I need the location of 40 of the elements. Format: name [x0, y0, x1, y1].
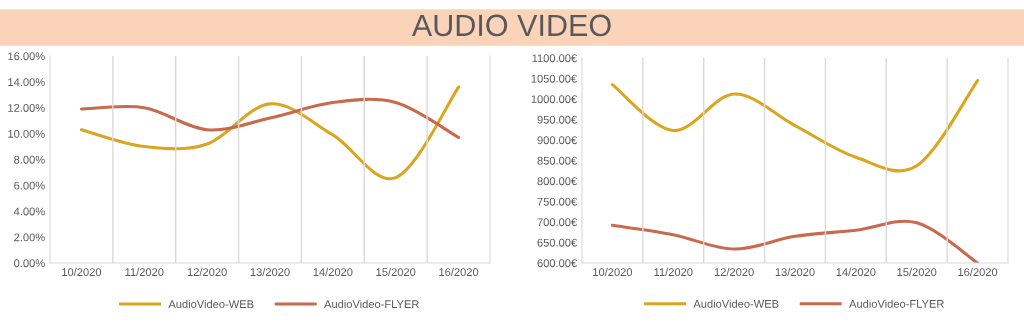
x-tick-label: 10/2020	[62, 267, 102, 277]
x-tick-label: 15/2020	[376, 267, 416, 277]
y-tick-label: 900.00€	[537, 136, 577, 145]
y-tick-label: 6.00%	[14, 181, 45, 190]
y-tick-label: 14.00%	[8, 78, 45, 87]
x-tick-label: 11/2020	[125, 267, 164, 277]
y-tick-label: 1000.00€	[531, 95, 577, 104]
x-tick-label: 15/2020	[897, 267, 937, 277]
x-tick-label: 12/2020	[714, 267, 754, 277]
x-tick-label: 13/2020	[250, 267, 290, 277]
y-tick-label: 950.00€	[537, 115, 577, 124]
x-tick-label: 14/2020	[836, 267, 876, 277]
chart-title: AUDIO VIDEO	[411, 14, 611, 37]
x-tick-label: 11/2020	[654, 267, 693, 277]
y-tick-label: 12.00%	[8, 104, 45, 112]
y-tick-label: 0.00%	[14, 259, 45, 268]
y-tick-label: 850.00€	[537, 156, 577, 165]
y-tick-label: 8.00%	[14, 155, 45, 164]
y-tick-label: 650.00€	[537, 238, 577, 247]
y-tick-label: 1050.00€	[531, 74, 577, 83]
x-tick-label: 16/2020	[958, 267, 998, 277]
x-tick-label: 12/2020	[187, 267, 227, 277]
line-series	[79, 85, 461, 181]
legend-label: AudioVideo-FLYER	[849, 299, 944, 308]
x-tick-label: 13/2020	[775, 267, 815, 277]
legend-label: AudioVideo-FLYER	[324, 299, 419, 309]
x-tick-label: 10/2020	[593, 267, 633, 277]
y-tick-label: 1100.00€	[532, 54, 577, 63]
legend-label: AudioVideo-WEB	[168, 299, 254, 309]
y-tick-label: 750.00€	[537, 197, 577, 206]
y-tick-label: 800.00€	[537, 177, 577, 186]
x-tick-label: 14/2020	[313, 267, 353, 277]
y-tick-label: 2.00%	[14, 233, 45, 242]
y-tick-label: 16.00%	[8, 52, 45, 61]
y-tick-label: 600.00€	[537, 259, 577, 268]
y-tick-label: 700.00€	[537, 218, 577, 227]
x-tick-label: 16/2020	[439, 267, 479, 277]
legend-label: AudioVideo-WEB	[693, 299, 779, 308]
y-tick-label: 4.00%	[13, 207, 45, 216]
y-tick-label: 10.00%	[8, 129, 45, 138]
